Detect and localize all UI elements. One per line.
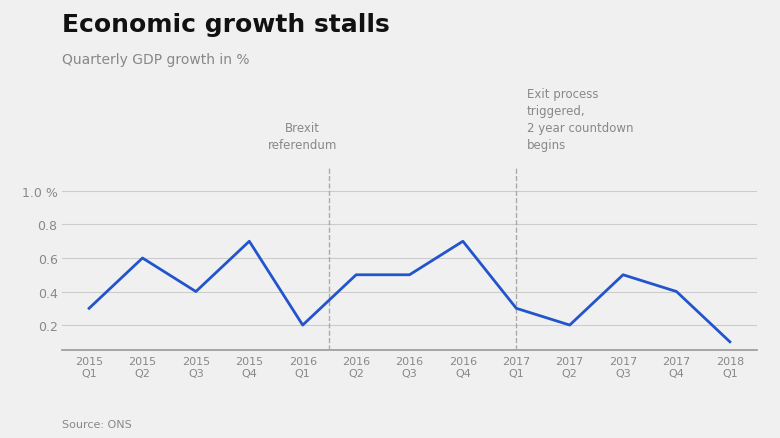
Text: Economic growth stalls: Economic growth stalls <box>62 13 390 37</box>
Text: Brexit
referendum: Brexit referendum <box>268 122 338 152</box>
Text: Quarterly GDP growth in %: Quarterly GDP growth in % <box>62 53 250 67</box>
Text: Source: ONS: Source: ONS <box>62 419 132 429</box>
Text: Exit process
triggered,
2 year countdown
begins: Exit process triggered, 2 year countdown… <box>527 88 633 152</box>
